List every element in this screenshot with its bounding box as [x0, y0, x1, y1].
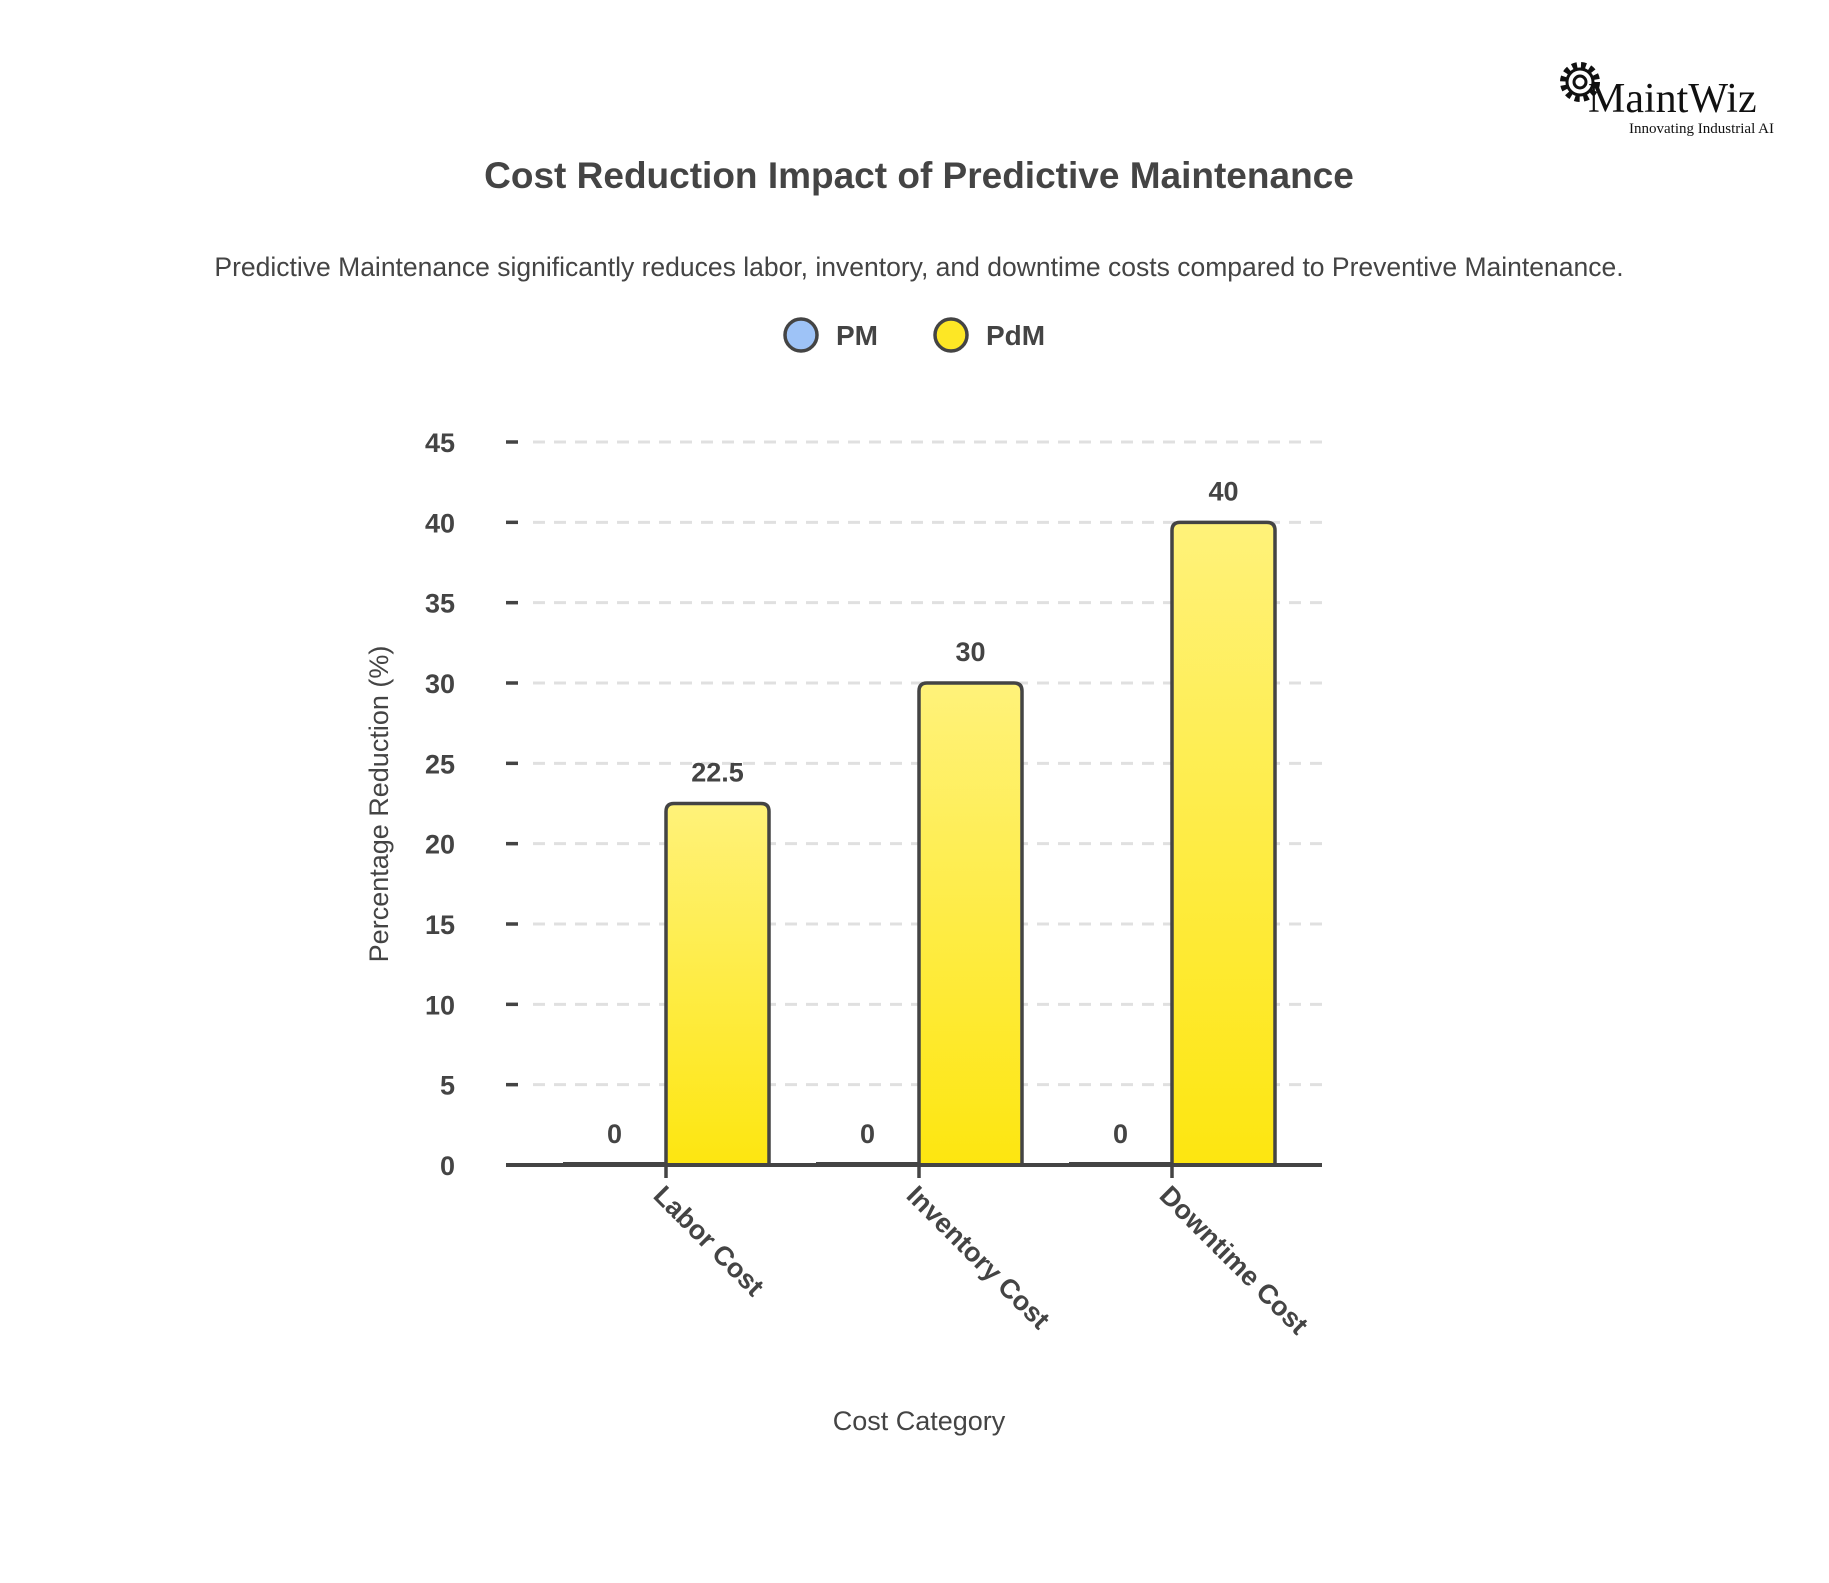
y-tick-label: 15 — [425, 910, 455, 940]
y-tick-label: 30 — [425, 669, 455, 699]
legend: PM PdM — [783, 317, 1045, 353]
y-tick-label: 20 — [425, 830, 455, 860]
y-tick-label: 25 — [425, 749, 455, 779]
x-tick-label: Downtime Cost — [1154, 1180, 1314, 1340]
x-tick-label: Inventory Cost — [901, 1180, 1056, 1335]
legend-label-pdm: PdM — [986, 320, 1045, 351]
y-tick-label: 45 — [425, 428, 455, 458]
y-tick-label: 35 — [425, 589, 455, 619]
chart-subtitle: Predictive Maintenance significantly red… — [214, 252, 1623, 282]
data-label: 40 — [1208, 476, 1238, 506]
y-tick-label: 0 — [440, 1151, 455, 1181]
x-axis-label: Cost Category — [833, 1406, 1006, 1436]
x-tick-label: Labor Cost — [648, 1180, 770, 1302]
svg-text:Innovating Industrial AI: Innovating Industrial AI — [1629, 121, 1774, 137]
bar-pdm — [1170, 520, 1277, 1165]
chart-title: Cost Reduction Impact of Predictive Main… — [484, 155, 1354, 196]
data-label: 30 — [955, 637, 985, 667]
data-label: 0 — [860, 1119, 875, 1149]
legend-swatch-pdm — [933, 317, 969, 353]
maintwiz-logo: MaintWiz Innovating Industrial AI — [1560, 62, 1774, 137]
y-tick-label: 40 — [425, 508, 455, 538]
legend-label-pm: PM — [836, 320, 878, 351]
y-tick-label: 5 — [440, 1071, 455, 1101]
gear-icon — [1560, 62, 1600, 102]
legend-swatch-pm — [783, 317, 819, 353]
data-label: 0 — [607, 1119, 622, 1149]
data-label: 0 — [1113, 1119, 1128, 1149]
bar-pdm — [917, 681, 1024, 1165]
y-axis-label: Percentage Reduction (%) — [364, 646, 394, 963]
bar-pdm — [664, 801, 771, 1165]
y-axis: 0 5 10 15 20 25 30 35 40 45 — [425, 428, 518, 1181]
data-label: 22.5 — [691, 758, 744, 788]
bars: 0 22.5 0 30 0 40 — [563, 476, 1277, 1165]
svg-text:MaintWiz: MaintWiz — [1588, 76, 1757, 122]
y-tick-label: 10 — [425, 990, 455, 1020]
x-axis: Labor Cost Inventory Cost Downtime Cost — [506, 1163, 1322, 1340]
